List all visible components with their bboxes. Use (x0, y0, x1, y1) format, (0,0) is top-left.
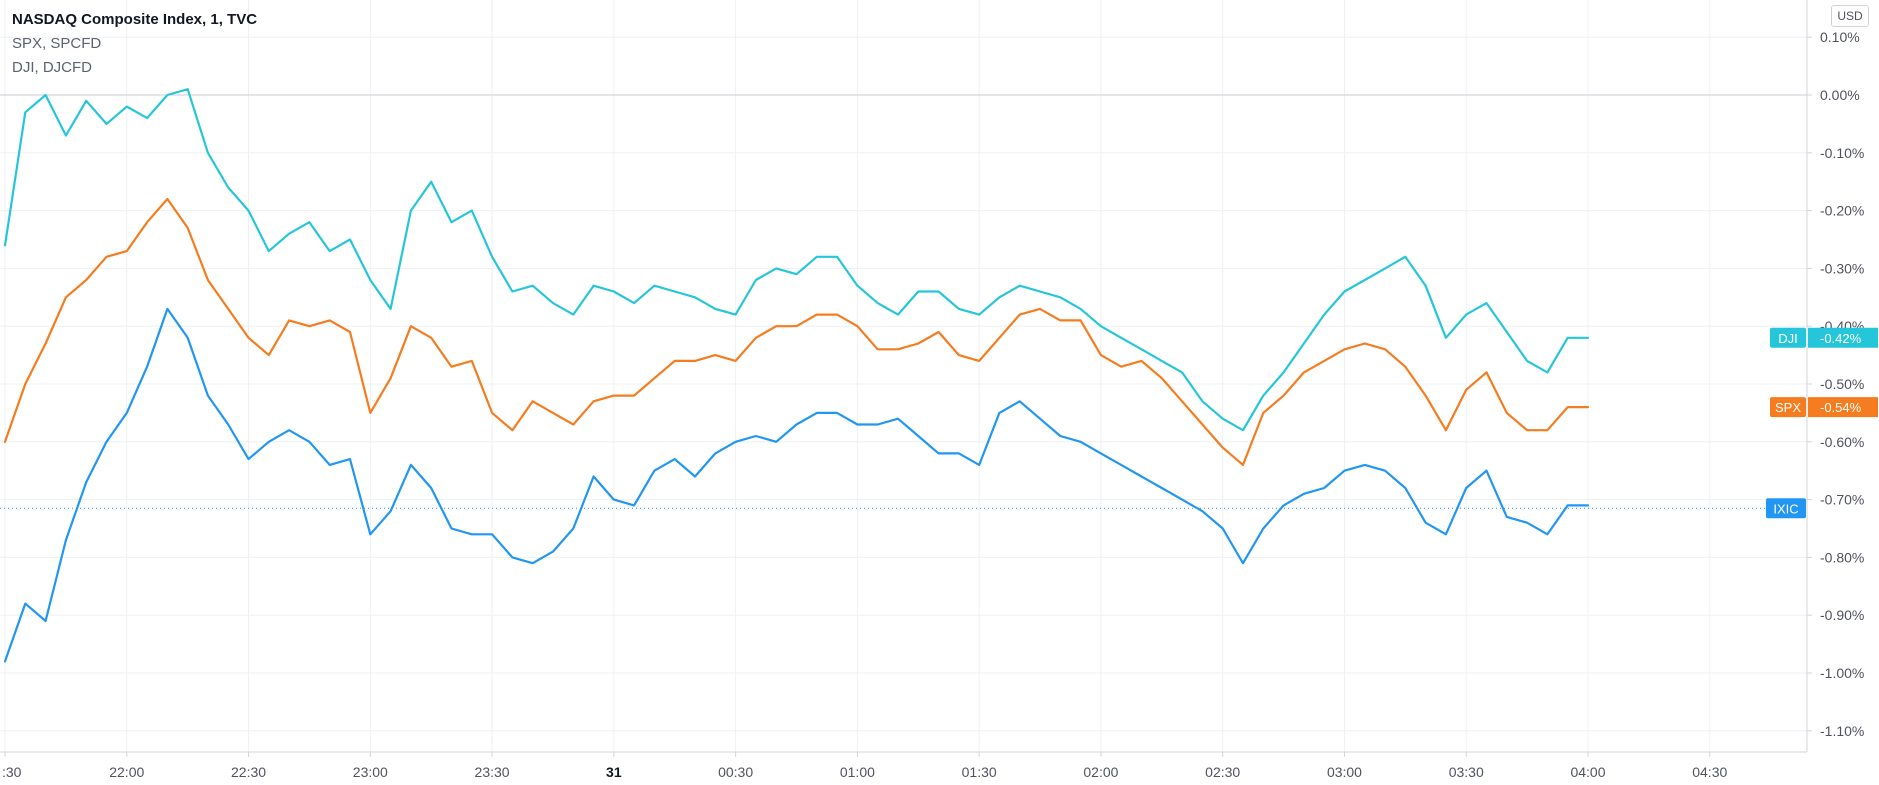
tag-dji: DJI -0.42% (1770, 327, 1878, 348)
y-tick-label: -0.80% (1820, 549, 1864, 565)
tag-value-text: -0.42% (1820, 331, 1862, 346)
x-tick-label: 23:30 (475, 764, 510, 780)
x-tick-label: :30 (2, 764, 22, 780)
grid (0, 0, 1807, 752)
legend-main-title[interactable]: NASDAQ Composite Index, 1, TVC (12, 11, 258, 28)
tag-ixic: IXIC (1766, 498, 1806, 519)
series-line-ixic (3, 307, 1590, 663)
legend-dji-line[interactable]: DJI, DJCFD (12, 59, 92, 76)
y-tick-label: 0.00% (1820, 87, 1860, 103)
tag-value-text: -0.54% (1820, 400, 1862, 415)
x-tick-label: 02:00 (1083, 764, 1118, 780)
x-tick-label: 22:00 (109, 764, 144, 780)
y-tick-label: -0.60% (1820, 434, 1864, 450)
tag-value-box (1808, 327, 1878, 348)
tag-name-box (1770, 397, 1806, 418)
time-axis[interactable]: :30 22:00 22:30 23:00 23:30 31 00:30 01:00 01:30… (0, 751, 1879, 785)
series-line-dji (3, 88, 1590, 432)
price-axis[interactable]: 0.10%0.00%-0.10%-0.20%-0.30%-0.40%-0.50%… (1806, 0, 1879, 752)
tag-name-box (1770, 327, 1806, 348)
y-tick-label: -0.30% (1820, 260, 1864, 276)
tag-name-text: IXIC (1773, 501, 1798, 516)
tag-value-box (1808, 397, 1878, 418)
y-tick-label: -1.10% (1820, 723, 1864, 739)
price-axis-bg (1807, 0, 1879, 752)
series-line-spx (3, 197, 1590, 466)
currency-button[interactable]: USD (1831, 5, 1869, 27)
tag-spx: SPX -0.54% (1770, 397, 1878, 418)
y-tick-label: -0.90% (1820, 607, 1864, 623)
x-tick-label: 03:00 (1327, 764, 1362, 780)
y-tick-label: -1.00% (1820, 665, 1864, 681)
series-lines (3, 88, 1590, 663)
tag-name-text: SPX (1775, 400, 1801, 415)
x-tick-label: 31 (606, 764, 622, 780)
time-axis-bg (0, 752, 1879, 785)
series-tags: DJI -0.42% SPX -0.54% IXIC (1766, 327, 1878, 519)
y-tick-label: -0.20% (1820, 203, 1864, 219)
chart-legend: NASDAQ Composite Index, 1, TVC SPX, SPCF… (12, 8, 257, 80)
legend-spx-line[interactable]: SPX, SPCFD (12, 35, 102, 52)
y-tick-label: -0.50% (1820, 376, 1864, 392)
y-tick-label: -0.10% (1820, 145, 1864, 161)
x-tick-label: 03:30 (1449, 764, 1484, 780)
y-tick-label: 0.10% (1820, 29, 1860, 45)
x-tick-label: 22:30 (231, 764, 266, 780)
y-tick-label: -0.70% (1820, 492, 1864, 508)
x-tick-label: 01:00 (840, 764, 875, 780)
x-tick-label: 23:00 (353, 764, 388, 780)
x-tick-label: 01:30 (962, 764, 997, 780)
x-tick-label: 04:30 (1692, 764, 1727, 780)
x-tick-label: 02:30 (1205, 764, 1240, 780)
x-tick-label: 00:30 (718, 764, 753, 780)
tag-name-text: DJI (1778, 331, 1798, 346)
x-tick-label: 04:00 (1570, 764, 1605, 780)
tag-name-box (1766, 498, 1806, 519)
